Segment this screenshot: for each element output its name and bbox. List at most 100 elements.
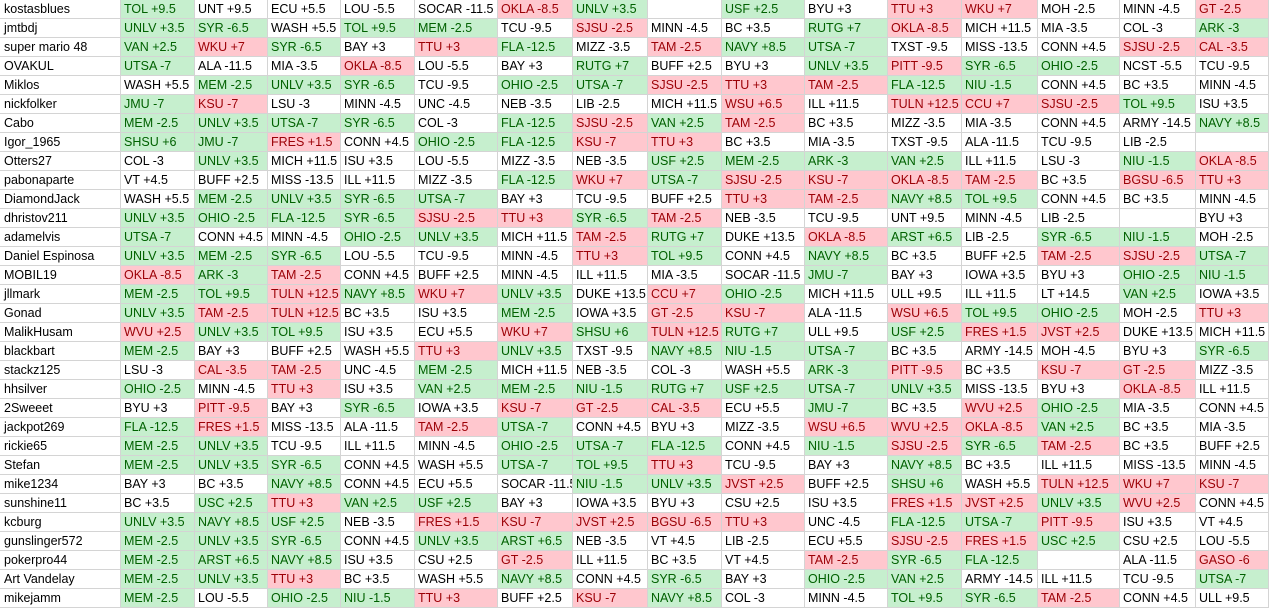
player-name-cell[interactable]: DiamondJack — [0, 190, 121, 209]
pick-cell[interactable]: VAN +2.5 — [888, 570, 962, 589]
pick-cell[interactable]: MISS -13.5 — [962, 38, 1038, 57]
pick-cell[interactable]: NIU -1.5 — [1120, 228, 1196, 247]
pick-cell[interactable]: UTSA -7 — [962, 513, 1038, 532]
pick-cell[interactable]: BC +3.5 — [1120, 190, 1196, 209]
pick-cell[interactable]: UNLV +3.5 — [498, 342, 573, 361]
pick-cell[interactable]: TULN +12.5 — [1038, 475, 1120, 494]
pick-cell[interactable]: CONN +4.5 — [1038, 76, 1120, 95]
pick-cell[interactable]: SYR -6.5 — [962, 589, 1038, 608]
pick-cell[interactable]: ISU +3.5 — [341, 551, 415, 570]
pick-cell[interactable]: NAVY +8.5 — [498, 570, 573, 589]
pick-cell[interactable]: LIB -2.5 — [962, 228, 1038, 247]
pick-cell[interactable]: USC +2.5 — [1038, 532, 1120, 551]
pick-cell[interactable]: MIA -3.5 — [648, 266, 722, 285]
pick-cell[interactable]: OHIO -2.5 — [415, 133, 498, 152]
pick-cell[interactable]: UNLV +3.5 — [121, 247, 195, 266]
pick-cell[interactable]: CAL -3.5 — [648, 399, 722, 418]
pick-cell[interactable]: SJSU -2.5 — [1120, 247, 1196, 266]
pick-cell[interactable]: MICH +11.5 — [962, 19, 1038, 38]
pick-cell[interactable]: LSU -3 — [1038, 152, 1120, 171]
pick-cell[interactable]: TCU -9.5 — [805, 209, 888, 228]
pick-cell[interactable]: BYU +3 — [1038, 266, 1120, 285]
pick-cell[interactable]: FRES +1.5 — [268, 133, 341, 152]
pick-cell[interactable]: TTU +3 — [722, 190, 805, 209]
player-name-cell[interactable]: nickfolker — [0, 95, 121, 114]
pick-cell[interactable]: BUFF +2.5 — [498, 589, 573, 608]
pick-cell[interactable]: UNLV +3.5 — [195, 570, 268, 589]
pick-cell[interactable]: UTSA -7 — [1196, 247, 1269, 266]
pick-cell[interactable]: RUTG +7 — [648, 228, 722, 247]
player-name-cell[interactable]: gunslinger572 — [0, 532, 121, 551]
pick-cell[interactable]: SJSU -2.5 — [1038, 95, 1120, 114]
pick-cell[interactable]: BUFF +2.5 — [962, 247, 1038, 266]
pick-cell[interactable]: OKLA -8.5 — [805, 228, 888, 247]
pick-cell[interactable]: UNLV +3.5 — [195, 114, 268, 133]
pick-cell[interactable]: WSU +6.5 — [722, 95, 805, 114]
pick-cell[interactable]: LOU -5.5 — [195, 589, 268, 608]
pick-cell[interactable]: TTU +3 — [722, 513, 805, 532]
pick-cell[interactable]: MINN -4.5 — [498, 266, 573, 285]
pick-cell[interactable]: OHIO -2.5 — [722, 285, 805, 304]
pick-cell[interactable]: TOL +9.5 — [648, 247, 722, 266]
pick-cell[interactable]: BYU +3 — [805, 0, 888, 19]
pick-cell[interactable]: UTSA -7 — [121, 228, 195, 247]
pick-cell[interactable]: LT +14.5 — [1038, 285, 1120, 304]
pick-cell[interactable]: TTU +3 — [268, 494, 341, 513]
pick-cell[interactable]: MICH +11.5 — [805, 285, 888, 304]
pick-cell[interactable]: FLA -12.5 — [888, 76, 962, 95]
pick-cell[interactable]: NAVY +8.5 — [648, 589, 722, 608]
pick-cell[interactable]: COL -3 — [1120, 19, 1196, 38]
pick-cell[interactable]: UTSA -7 — [268, 114, 341, 133]
pick-cell[interactable]: SHSU +6 — [121, 133, 195, 152]
pick-cell[interactable]: MINN -4.5 — [498, 247, 573, 266]
pick-cell[interactable]: USC +2.5 — [195, 494, 268, 513]
pick-cell[interactable]: JVST +2.5 — [962, 494, 1038, 513]
pick-cell[interactable]: BC +3.5 — [1038, 171, 1120, 190]
pick-cell[interactable]: VAN +2.5 — [648, 114, 722, 133]
pick-cell[interactable]: VT +4.5 — [121, 171, 195, 190]
pick-cell[interactable]: UNT +9.5 — [888, 209, 962, 228]
pick-cell[interactable]: TOL +9.5 — [888, 589, 962, 608]
pick-cell[interactable]: OKLA -8.5 — [888, 171, 962, 190]
pick-cell[interactable]: TAM -2.5 — [268, 266, 341, 285]
pick-cell[interactable]: BAY +3 — [498, 494, 573, 513]
pick-cell[interactable]: NIU -1.5 — [1120, 152, 1196, 171]
pick-cell[interactable]: TXST -9.5 — [888, 133, 962, 152]
pick-cell[interactable]: JMU -7 — [121, 95, 195, 114]
pick-cell[interactable]: SYR -6.5 — [648, 570, 722, 589]
pick-cell[interactable]: TAM -2.5 — [962, 171, 1038, 190]
pick-cell[interactable]: CCU +7 — [648, 285, 722, 304]
pick-cell[interactable]: UNLV +3.5 — [121, 19, 195, 38]
pick-cell[interactable]: JMU -7 — [195, 133, 268, 152]
pick-cell[interactable]: NAVY +8.5 — [195, 513, 268, 532]
pick-cell[interactable]: TAM -2.5 — [1038, 437, 1120, 456]
pick-cell[interactable]: ARK -3 — [805, 152, 888, 171]
pick-cell[interactable]: BC +3.5 — [888, 342, 962, 361]
pick-cell[interactable]: SYR -6.5 — [962, 437, 1038, 456]
pick-cell[interactable]: ECU +5.5 — [415, 475, 498, 494]
pick-cell[interactable]: UNLV +3.5 — [195, 456, 268, 475]
pick-cell[interactable]: PITT -9.5 — [1038, 513, 1120, 532]
pick-cell[interactable]: TOL +9.5 — [121, 0, 195, 19]
player-name-cell[interactable]: hhsilver — [0, 380, 121, 399]
pick-cell[interactable]: MOH -2.5 — [1196, 228, 1269, 247]
pick-cell[interactable]: WASH +5.5 — [121, 190, 195, 209]
pick-cell[interactable]: COL -3 — [415, 114, 498, 133]
pick-cell[interactable]: MINN -4.5 — [1196, 456, 1269, 475]
pick-cell[interactable]: NAVY +8.5 — [268, 551, 341, 570]
pick-cell[interactable]: ISU +3.5 — [341, 380, 415, 399]
pick-cell[interactable]: MEM -2.5 — [415, 361, 498, 380]
pick-cell[interactable]: UNLV +3.5 — [268, 76, 341, 95]
pick-cell[interactable]: OHIO -2.5 — [498, 76, 573, 95]
pick-cell[interactable]: MOH -2.5 — [1038, 0, 1120, 19]
player-name-cell[interactable]: pabonaparte — [0, 171, 121, 190]
pick-cell[interactable]: BC +3.5 — [805, 114, 888, 133]
pick-cell[interactable]: BAY +3 — [498, 190, 573, 209]
pick-cell[interactable]: BYU +3 — [1120, 342, 1196, 361]
pick-cell[interactable]: SYR -6.5 — [341, 114, 415, 133]
pick-cell[interactable]: MEM -2.5 — [121, 342, 195, 361]
pick-cell[interactable]: UTSA -7 — [648, 171, 722, 190]
pick-cell[interactable]: ALA -11.5 — [805, 304, 888, 323]
pick-cell[interactable]: WASH +5.5 — [415, 570, 498, 589]
pick-cell[interactable]: BC +3.5 — [722, 19, 805, 38]
